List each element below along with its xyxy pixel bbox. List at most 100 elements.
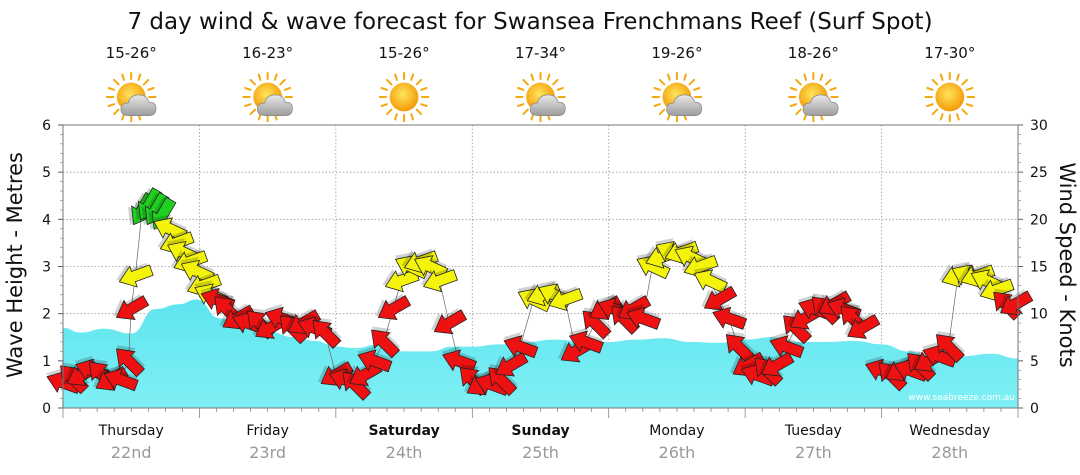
wind-arrow (115, 345, 146, 378)
wind-arrow-shape (371, 329, 401, 359)
wind-arrow (382, 267, 420, 293)
day-temperature: 19-26° (651, 44, 702, 62)
wind-arrow (701, 284, 738, 311)
wind-arrow (312, 316, 342, 350)
wind-arrow (420, 267, 458, 293)
wind-arrow-shape (377, 295, 412, 320)
wind-arrow-shape (433, 309, 468, 335)
wind-arrow-shape (357, 349, 393, 373)
wind-arrow (113, 294, 150, 320)
day-date-label: 25th (522, 443, 559, 462)
wind-arrow (357, 346, 393, 373)
day-name-label: Monday (649, 423, 704, 439)
wind-arrow (116, 262, 154, 288)
wind-arrow (180, 256, 215, 284)
sunny-icon (924, 71, 976, 123)
y-left-tick-label: 1 (42, 354, 51, 370)
wind-arrow (758, 350, 795, 377)
wind-arrow-shape (115, 348, 145, 378)
wind-speed-series (46, 187, 1034, 401)
y-left-tick-label: 4 (42, 212, 51, 228)
day-temperature: 15-26° (106, 44, 157, 62)
day-temperature: 16-23° (242, 44, 293, 62)
day-temperature: 18-26° (788, 44, 839, 62)
wind-arrow (503, 332, 539, 359)
sun-icon (378, 71, 430, 123)
x-axis-day-labels: Thursday 22nd Friday 23rd Saturday 24th Sunday… (98, 423, 991, 462)
wind-arrow (693, 266, 728, 294)
wind-arrow-shape (712, 306, 748, 330)
wind-arrow-shape (118, 264, 154, 288)
day-name-label: Thursday (98, 423, 164, 439)
wind-arrow (546, 286, 584, 312)
day-date-label: 26th (659, 443, 696, 462)
y-axis-right-label: Wind Speed - Knots (1055, 162, 1079, 367)
partly-cloudy-icon (242, 71, 293, 123)
wind-arrow-shape (769, 335, 805, 359)
wind-arrow (997, 289, 1034, 316)
wind-arrow-shape (548, 288, 584, 312)
day-date-label: 24th (386, 443, 423, 462)
wind-arrow-shape (761, 351, 795, 377)
wind-arrow-shape (703, 285, 738, 311)
wind-connector (519, 299, 535, 347)
wind-arrow-shape (626, 306, 662, 330)
wind-arrow (375, 294, 412, 320)
wind-arrow (769, 332, 805, 359)
y-right-tick-label: 0 (1030, 401, 1039, 417)
wind-arrow (711, 303, 748, 330)
day-date-label: 28th (931, 443, 968, 462)
day-name-label: Friday (246, 423, 288, 439)
y-axis-left-label: Wave Height - Metres (3, 152, 27, 378)
wind-arrow-shape (568, 330, 604, 354)
wind-arrow-shape (783, 315, 813, 345)
chart-title: 7 day wind & wave forecast for Swansea F… (127, 9, 932, 35)
wind-arrow (441, 346, 478, 373)
day-temperature: 15-26° (379, 44, 430, 62)
wind-arrow-shape (725, 334, 755, 364)
wind-arrow-shape (115, 295, 150, 320)
partly-cloudy-icon (788, 71, 839, 123)
y-right-tick-label: 15 (1030, 260, 1048, 276)
wind-arrow-shape (935, 334, 965, 364)
wind-arrow (681, 253, 719, 279)
sun-icon (924, 71, 976, 123)
wind-connector (642, 266, 653, 319)
wind-arrow (725, 331, 755, 364)
y-right-tick-label: 30 (1030, 118, 1048, 134)
wind-arrow (346, 360, 383, 386)
wind-arrow-shape (636, 255, 671, 280)
wind-connector (948, 275, 959, 347)
day-name-label: Tuesday (784, 423, 842, 439)
day-date-label: 22nd (111, 443, 152, 462)
wind-arrow-shape (847, 314, 881, 339)
wind-arrow-shape (413, 255, 449, 280)
wind-arrow-shape (503, 335, 539, 359)
wind-arrow (153, 214, 188, 242)
y-right-tick-label: 20 (1030, 212, 1048, 228)
y-left-tick-label: 5 (42, 165, 51, 181)
wind-arrow (103, 365, 139, 392)
wind-arrow (935, 331, 966, 364)
partly-cloudy-icon (105, 71, 157, 123)
y-right-tick-label: 25 (1030, 165, 1048, 181)
wind-arrow (413, 252, 449, 280)
wind-arrow-shape (422, 269, 458, 293)
daily-weather-row: 15-26° 16-23° 15-26° 17-34° 19-26° 18-26° 17-3… (105, 44, 976, 123)
wind-arrow (431, 308, 468, 335)
wind-arrow (844, 312, 881, 339)
day-date-label: 27th (795, 443, 832, 462)
wind-arrow (625, 303, 662, 330)
day-name-label: Sunday (511, 423, 569, 439)
day-name-label: Wednesday (909, 423, 990, 439)
day-temperature: 17-34° (515, 44, 566, 62)
day-name-label: Saturday (368, 423, 439, 439)
partly-cloudy-icon (515, 71, 566, 123)
wind-arrow-shape (342, 371, 372, 401)
y-left-tick-label: 0 (42, 401, 51, 417)
wind-arrow-shape (442, 349, 478, 373)
wind-arrow-shape (103, 368, 139, 392)
y-left-tick-label: 3 (42, 260, 51, 276)
y-right-tick-label: 5 (1030, 354, 1039, 370)
